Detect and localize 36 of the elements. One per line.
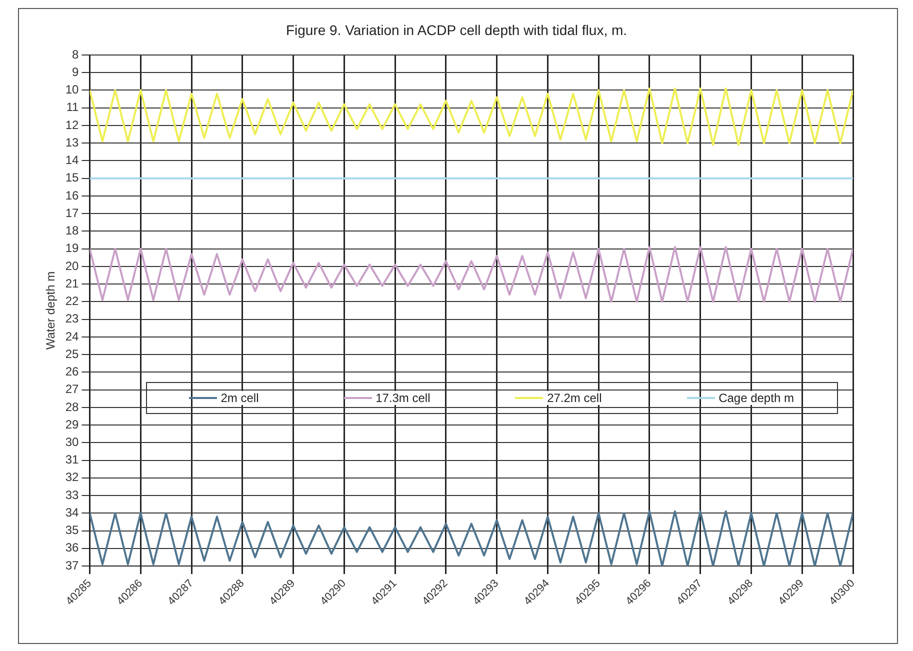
legend-label: 27.2m cell bbox=[545, 391, 604, 406]
y-tick-label: 10 bbox=[65, 82, 80, 97]
y-tick-label: 18 bbox=[65, 224, 80, 238]
y-tick-label: 32 bbox=[65, 470, 80, 484]
y-tick-label: 36 bbox=[65, 540, 80, 555]
y-tick-label: 33 bbox=[65, 488, 80, 502]
legend-label: 2m cell bbox=[218, 391, 261, 406]
y-tick-label: 24 bbox=[65, 329, 80, 344]
y-tick-label: 19 bbox=[65, 241, 80, 256]
y-tick-label: 8 bbox=[72, 47, 80, 62]
y-tick-label: 35 bbox=[65, 523, 80, 538]
y-tick-label: 25 bbox=[65, 346, 80, 361]
y-tick-label: 11 bbox=[66, 100, 80, 114]
y-tick-label: 16 bbox=[65, 188, 80, 202]
y-tick-label: 15 bbox=[65, 170, 80, 185]
legend-label: 17.3m cell bbox=[374, 391, 432, 406]
y-tick-label: 20 bbox=[65, 258, 80, 273]
y-tick-label: 23 bbox=[65, 312, 80, 326]
y-tick-label: 9 bbox=[72, 64, 80, 79]
y-tick-label: 14 bbox=[65, 153, 80, 168]
chart-title: Figure 9. Variation in ACDP cell depth with tidal flux, m. bbox=[284, 22, 628, 38]
y-tick-label: 28 bbox=[65, 400, 80, 414]
y-tick-label: 29 bbox=[65, 417, 80, 432]
y-tick-label: 34 bbox=[65, 505, 80, 520]
y-tick-label: 37 bbox=[65, 558, 80, 572]
legend-label: Cage depth m bbox=[716, 391, 796, 406]
y-tick-label: 27 bbox=[65, 382, 80, 396]
y-tick-label: 17 bbox=[65, 206, 80, 220]
y-tick-label: 30 bbox=[65, 434, 80, 449]
y-tick-label: 31 bbox=[65, 452, 80, 467]
y-tick-label: 26 bbox=[65, 364, 80, 379]
y-axis-title: Water depth m bbox=[44, 271, 58, 350]
y-tick-label: 22 bbox=[65, 294, 80, 308]
y-tick-label: 21 bbox=[65, 276, 80, 290]
y-tick-label: 13 bbox=[65, 135, 80, 150]
y-tick-label: 12 bbox=[65, 118, 80, 132]
